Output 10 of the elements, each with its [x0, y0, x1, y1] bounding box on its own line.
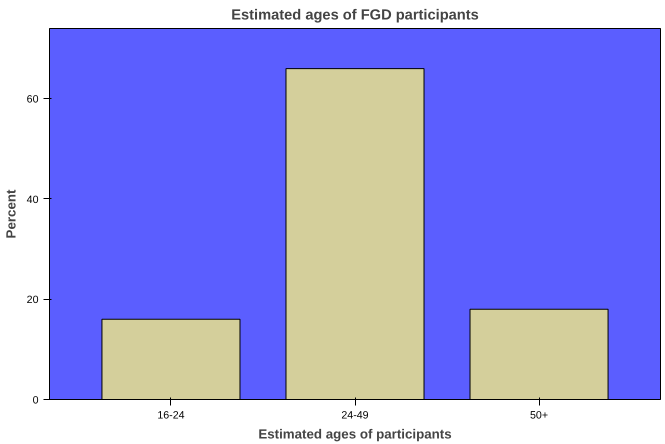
- y-axis-title: Percent: [4, 188, 19, 238]
- y-tick-label: 60: [26, 94, 39, 106]
- x-axis-title: Estimated ages of participants: [258, 426, 452, 442]
- x-tick-label: 16-24: [157, 410, 185, 422]
- chart-title: Estimated ages of FGD participants: [231, 8, 479, 24]
- y-tick-label: 20: [26, 294, 39, 306]
- y-tick-label: 40: [26, 194, 39, 206]
- x-tick-label: 50+: [530, 410, 548, 422]
- y-tick-label: 0: [32, 394, 39, 406]
- x-tick-label: 24-49: [341, 410, 369, 422]
